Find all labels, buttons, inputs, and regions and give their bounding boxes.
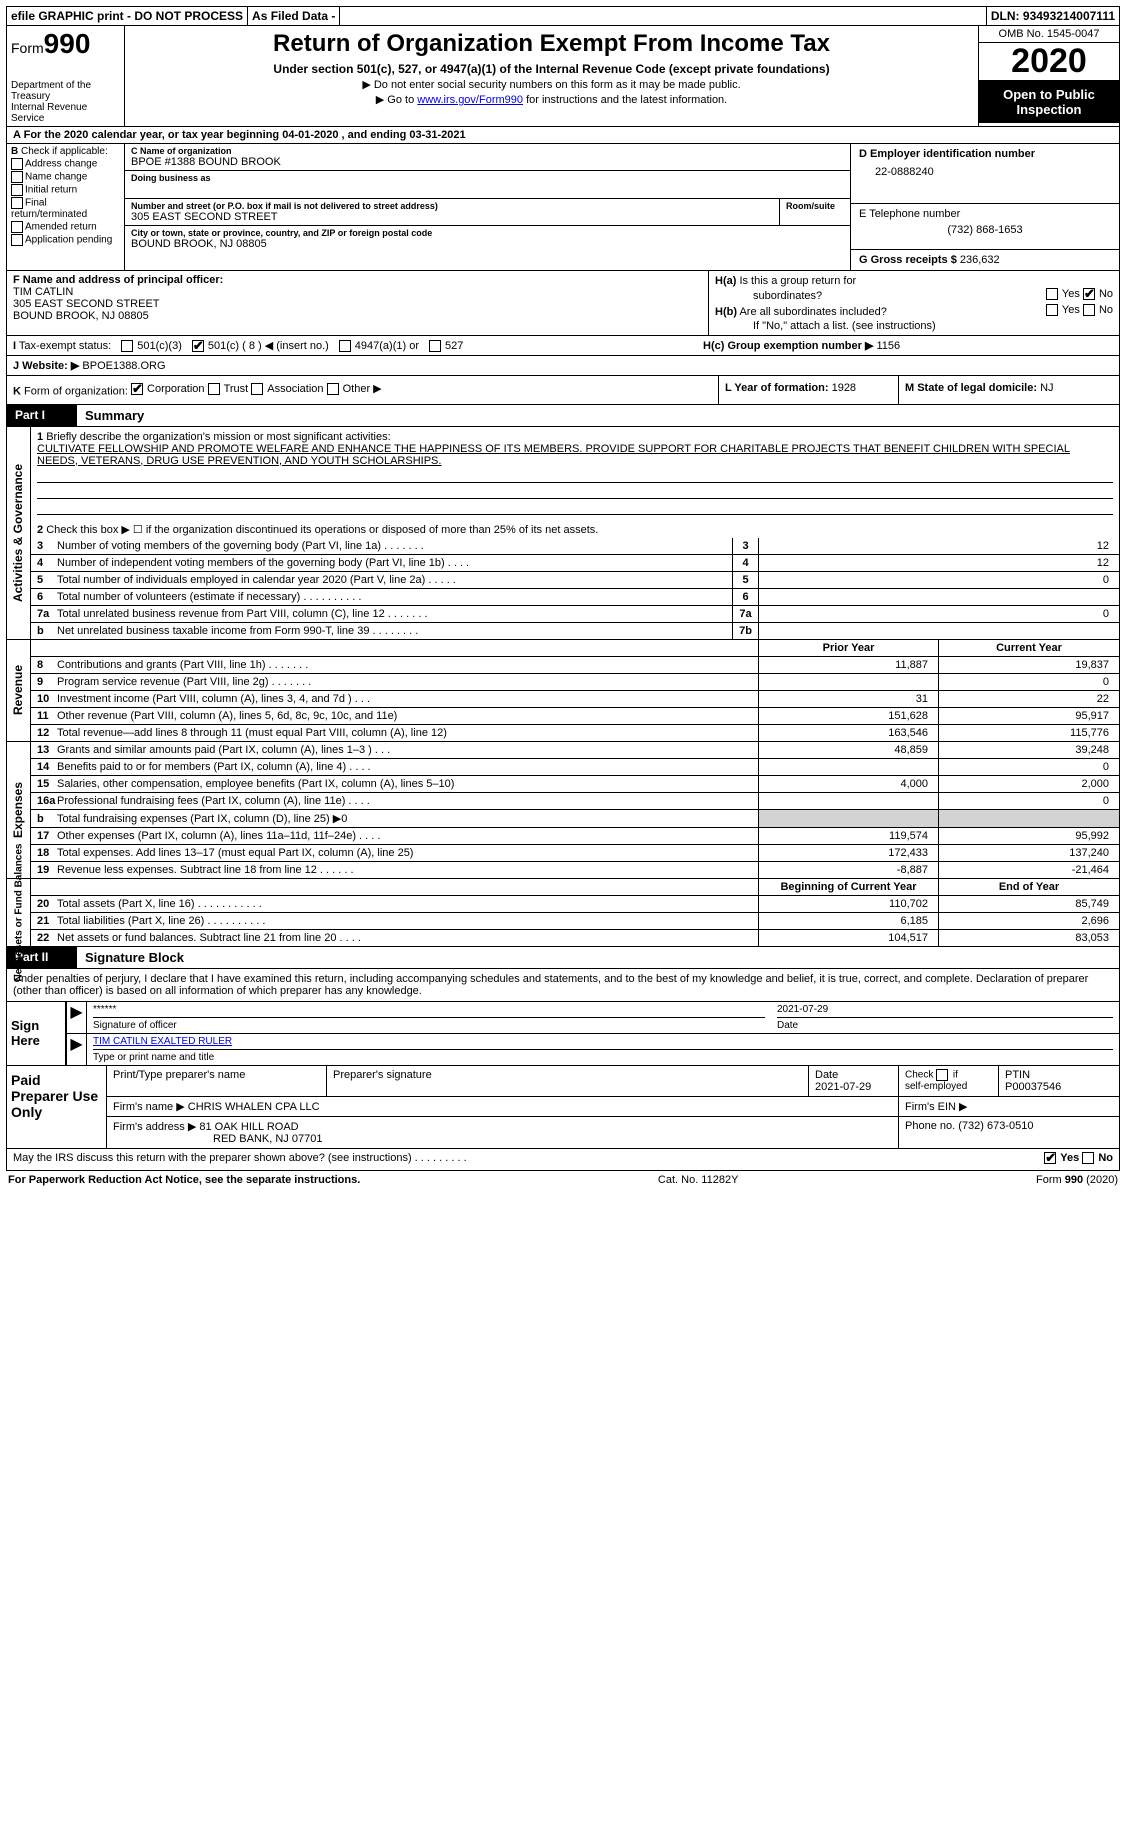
- footer: For Paperwork Reduction Act Notice, see …: [6, 1171, 1120, 1189]
- firm-addr: 81 OAK HILL ROAD: [199, 1121, 298, 1133]
- org-name: BPOE #1388 BOUND BROOK: [131, 156, 844, 168]
- ha-yes[interactable]: Yes: [1046, 288, 1080, 300]
- sign-date: 2021-07-29: [777, 1004, 1113, 1018]
- chk-4947[interactable]: 4947(a)(1) or: [339, 340, 419, 352]
- chk-address-change[interactable]: Address change: [11, 158, 120, 170]
- discuss-no[interactable]: No: [1082, 1152, 1113, 1164]
- chk-501c3[interactable]: 501(c)(3): [121, 340, 182, 352]
- chk-assoc[interactable]: Association: [251, 383, 323, 395]
- dln: DLN: 93493214007111: [987, 7, 1119, 25]
- summary-governance: Activities & Governance 1 Briefly descri…: [6, 427, 1120, 640]
- state-domicile: NJ: [1040, 382, 1053, 394]
- header-right: OMB No. 1545-0047 2020 Open to Public In…: [979, 26, 1119, 126]
- open-to-public: Open to Public Inspection: [979, 81, 1119, 123]
- row-a: A For the 2020 calendar year, or tax yea…: [6, 127, 1120, 144]
- top-bar: efile GRAPHIC print - DO NOT PROCESS As …: [6, 6, 1120, 26]
- chk-amended[interactable]: Amended return: [11, 221, 120, 233]
- summary-net-assets: Net Assets or Fund Balances Beginning of…: [6, 879, 1120, 947]
- form-subtitle: Under section 501(c), 527, or 4947(a)(1)…: [135, 62, 968, 76]
- omb: OMB No. 1545-0047: [979, 26, 1119, 43]
- col-c-org: C Name of organization BPOE #1388 BOUND …: [125, 144, 851, 270]
- chk-other[interactable]: Other ▶: [327, 382, 382, 395]
- mission: CULTIVATE FELLOWSHIP AND PROMOTE WELFARE…: [37, 443, 1070, 467]
- irs-link[interactable]: www.irs.gov/Form990: [417, 94, 523, 106]
- block-fh: F Name and address of principal officer:…: [6, 271, 1120, 336]
- chk-application-pending[interactable]: Application pending: [11, 234, 120, 246]
- tax-year: 2020: [979, 43, 1119, 81]
- dept-label: Department of the Treasury Internal Reve…: [11, 80, 120, 124]
- efile-label: efile GRAPHIC print - DO NOT PROCESS: [7, 7, 248, 25]
- org-street: 305 EAST SECOND STREET: [131, 211, 773, 223]
- perjury-statement: Under penalties of perjury, I declare th…: [6, 969, 1120, 1001]
- org-city: BOUND BROOK, NJ 08805: [131, 238, 844, 250]
- block-name-address: B Check if applicable: Address change Na…: [6, 144, 1120, 271]
- principal-officer: F Name and address of principal officer:…: [7, 271, 709, 335]
- website-row: J Website: ▶ BPOE1388.ORG: [6, 356, 1120, 376]
- ein: 22-0888240: [875, 166, 1111, 178]
- arrow-icon: ▶: [67, 1002, 87, 1033]
- chk-name-change[interactable]: Name change: [11, 171, 120, 183]
- col-b-checkboxes: B Check if applicable: Address change Na…: [7, 144, 125, 270]
- group-return: H(a) Is this a group return for subordin…: [709, 271, 1119, 335]
- tax-exempt-status: I Tax-exempt status: 501(c)(3) 501(c) ( …: [6, 336, 1120, 356]
- row-klm: K Form of organization: Corporation Trus…: [6, 376, 1120, 405]
- group-exemption: 1156: [876, 340, 900, 352]
- website: BPOE1388.ORG: [82, 360, 165, 372]
- sign-here-block: Sign Here ▶ ****** Signature of officer …: [6, 1001, 1120, 1066]
- arrow-icon: ▶: [67, 1034, 87, 1065]
- chk-501c[interactable]: 501(c) ( 8 ) ◀ (insert no.): [192, 339, 329, 352]
- asfiled-label: As Filed Data -: [248, 7, 340, 25]
- note-link: ▶ Go to www.irs.gov/Form990 for instruct…: [135, 93, 968, 106]
- header-left: Form990 Department of the Treasury Inter…: [7, 26, 125, 126]
- discuss-row: May the IRS discuss this return with the…: [6, 1149, 1120, 1171]
- discuss-yes[interactable]: Yes: [1044, 1152, 1079, 1164]
- chk-initial-return[interactable]: Initial return: [11, 184, 120, 196]
- prep-date: 2021-07-29: [815, 1081, 871, 1093]
- year-formation: 1928: [832, 382, 856, 394]
- col-de: D Employer identification number 22-0888…: [851, 144, 1119, 270]
- officer-name-link[interactable]: TIM CATILN EXALTED RULER: [93, 1036, 232, 1047]
- summary-revenue: Revenue Prior YearCurrent Year8Contribut…: [6, 640, 1120, 742]
- part-ii-header: Part II Signature Block: [6, 947, 1120, 969]
- chk-corp[interactable]: Corporation: [131, 383, 204, 395]
- firm-name: CHRIS WHALEN CPA LLC: [188, 1101, 320, 1113]
- ha-no[interactable]: No: [1083, 288, 1113, 300]
- part-i-header: Part I Summary: [6, 405, 1120, 427]
- ptin: P00037546: [1005, 1081, 1061, 1093]
- note-ssn: ▶ Do not enter social security numbers o…: [135, 78, 968, 91]
- phone: (732) 868-1653: [859, 224, 1111, 236]
- firm-phone: (732) 673-0510: [958, 1120, 1033, 1132]
- chk-final-return[interactable]: Final return/terminated: [11, 197, 120, 220]
- form-title: Return of Organization Exempt From Incom…: [135, 30, 968, 58]
- header-center: Return of Organization Exempt From Incom…: [125, 26, 979, 126]
- gross-receipts: 236,632: [960, 254, 1000, 266]
- chk-527[interactable]: 527: [429, 340, 463, 352]
- hb-no[interactable]: No: [1083, 304, 1113, 316]
- paid-preparer: Paid Preparer Use Only Print/Type prepar…: [6, 1066, 1120, 1149]
- hb-yes[interactable]: Yes: [1046, 304, 1080, 316]
- chk-trust[interactable]: Trust: [208, 383, 249, 395]
- summary-expenses: Expenses 13Grants and similar amounts pa…: [6, 742, 1120, 879]
- header: Form990 Department of the Treasury Inter…: [6, 26, 1120, 127]
